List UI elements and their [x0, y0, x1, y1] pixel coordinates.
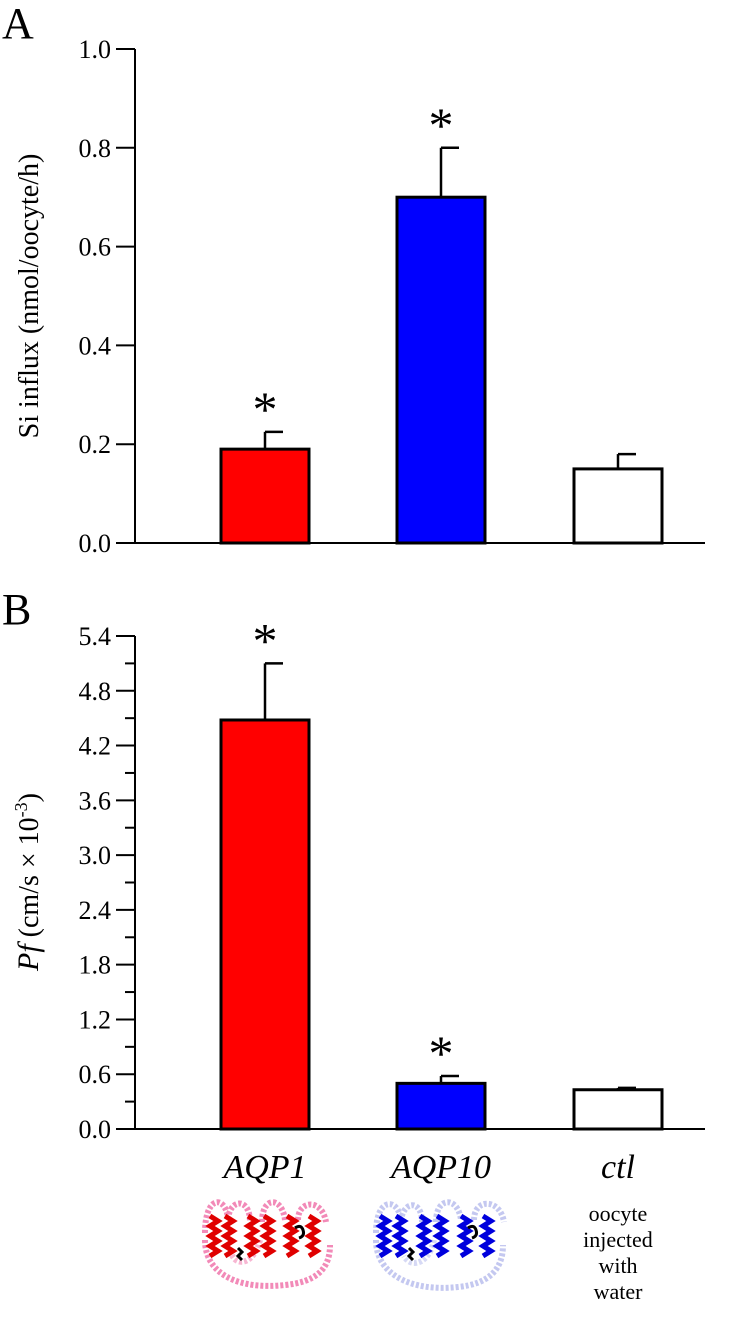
- y-tick-label: 5.4: [79, 622, 112, 651]
- y-tick-label: 3.6: [79, 786, 112, 815]
- category-label-ctl: ctl: [601, 1149, 635, 1186]
- bar: [572, 1088, 664, 1131]
- panel-letter: A: [2, 0, 34, 48]
- ctl-note-line: water: [594, 1279, 644, 1304]
- y-axis-label-italic: Pf: [12, 941, 45, 972]
- y-tick-label: 0.2: [79, 430, 112, 459]
- ctl-note-line: oocyte: [589, 1201, 648, 1226]
- y-tick-label: 1.2: [79, 1005, 112, 1034]
- panel-b: B 0.0 0.6 1.2 1.8 2.4 3.0 3.6 4.2 4.8 5.4 Pf (cm/s …: [2, 585, 705, 1144]
- y-tick-label: 1.8: [79, 951, 112, 980]
- y-tick-label: 0.0: [79, 529, 112, 558]
- y-tick-label: 0.4: [79, 331, 112, 360]
- bar: [572, 467, 664, 545]
- significance-star: *: [253, 612, 278, 668]
- aqp1-topology-icon: [202, 1199, 333, 1289]
- y-tick-label: 0.0: [79, 1115, 112, 1144]
- significance-star: *: [429, 1025, 454, 1081]
- y-axis-label-exponent: -3: [11, 802, 31, 817]
- y-tick-label: 1.0: [79, 35, 112, 64]
- y-axis-label-main: (cm/s × 10: [14, 817, 45, 944]
- y-tick-label: 4.2: [79, 732, 112, 761]
- y-tick-label: 4.8: [79, 677, 112, 706]
- y-tick-label: 0.6: [79, 1060, 112, 1089]
- aqp10-topology-icon: [373, 1199, 507, 1291]
- y-tick-label: 2.4: [79, 896, 112, 925]
- ctl-note-line: with: [598, 1253, 637, 1278]
- panel-letter: B: [2, 585, 31, 634]
- y-tick-label: 3.0: [79, 841, 112, 870]
- ctl-note: oocyte injected with water: [583, 1201, 653, 1304]
- bar: [395, 1081, 487, 1131]
- y-tick-label: 0.6: [79, 233, 112, 262]
- y-axis-label: Pf (cm/s × 10-3): [11, 793, 45, 972]
- panel-a: A 0.0 0.2 0.4 0.6 0.8 1.0 Si influx (nmol/oocyt…: [2, 0, 705, 558]
- y-axis-label: Si influx (nmol/oocyte/h): [14, 154, 45, 439]
- category-labels: AQP1 AQP10 ctl: [221, 1149, 635, 1186]
- category-label-aqp10: AQP10: [389, 1149, 491, 1186]
- bar: [219, 718, 311, 1131]
- y-tick-label: 0.8: [79, 134, 112, 163]
- bar: [395, 195, 487, 545]
- category-label-aqp1: AQP1: [221, 1149, 306, 1186]
- bar: [219, 447, 311, 545]
- significance-star: *: [253, 381, 278, 437]
- ctl-note-line: injected: [583, 1227, 653, 1252]
- significance-star: *: [429, 97, 454, 153]
- y-axis-label-close: ): [14, 793, 45, 802]
